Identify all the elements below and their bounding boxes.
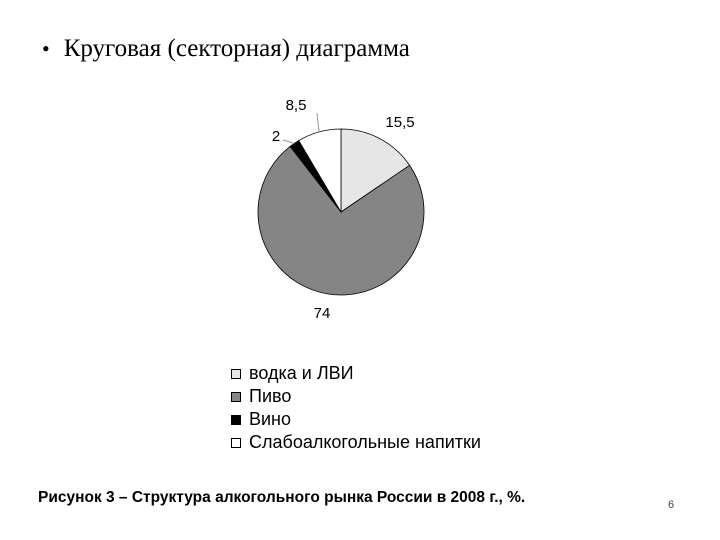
legend-label: Пиво (249, 386, 292, 406)
bullet-dot: • (42, 36, 50, 61)
data-label-3: 2 (272, 128, 280, 145)
legend-swatch (231, 368, 241, 379)
legend-swatch (231, 391, 241, 402)
figure-caption: Рисунок 3 – Структура алкогольного рынка… (38, 489, 526, 506)
legend-item: водка и ЛВИ (231, 362, 481, 385)
bullet-item: • Круговая (секторная) диаграмма (42, 34, 410, 64)
legend-swatch (231, 437, 241, 448)
data-label-4: 8,5 (286, 97, 307, 114)
leader-line-4 (316, 112, 320, 132)
pie-slice-1 (340, 128, 411, 213)
chart-legend: водка и ЛВИ Пиво Вино Слабоалкогольные напи… (231, 362, 481, 454)
data-label-2: 74 (314, 305, 331, 322)
data-label-1: 15,5 (385, 114, 414, 131)
legend-item: Слабоалкогольные напитки (231, 431, 481, 454)
legend-label: водка и ЛВИ (249, 363, 354, 383)
legend-item: Вино (231, 408, 481, 431)
slide-heading: Круговая (секторная) диаграмма (63, 35, 410, 62)
slide-number: 6 (668, 499, 675, 511)
legend-item: Пиво (231, 385, 481, 408)
leader-line-3 (282, 139, 295, 144)
legend-label: Вино (249, 409, 292, 429)
legend-swatch (231, 414, 241, 425)
pie-slice-2 (257, 145, 425, 296)
legend-label: Слабоалкогольные напитки (249, 432, 481, 452)
